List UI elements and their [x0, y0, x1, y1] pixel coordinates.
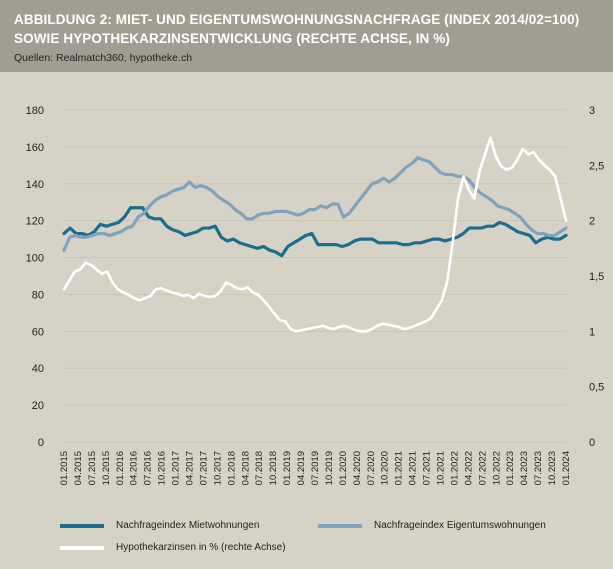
x-tick-label-5: 04.2016 — [129, 451, 140, 485]
x-tick-label-35: 10.2023 — [547, 451, 558, 485]
series-line-0 — [62, 206, 568, 258]
x-tick-label-4: 01.2016 — [115, 451, 126, 485]
x-tick-label-8: 01.2017 — [171, 451, 182, 485]
x-tick-label-17: 04.2019 — [296, 451, 307, 485]
x-tick-label-26: 07.2021 — [422, 451, 433, 485]
y2-tick-label-1: 0,5 — [589, 382, 604, 394]
y-tick-label-3: 60 — [32, 326, 44, 338]
series-line-1 — [62, 156, 568, 252]
y-tick-label-4: 80 — [32, 289, 44, 301]
chart-title: ABBILDUNG 2: MIET- UND EIGENTUMSWOHNUNGS… — [14, 12, 580, 46]
x-tick-label-32: 01.2023 — [505, 451, 516, 485]
x-tick-label-0: 01.2015 — [59, 451, 70, 485]
x-tick-label-29: 04.2022 — [463, 451, 474, 485]
y-tick-label-9: 180 — [26, 105, 44, 117]
x-tick-label-23: 10.2020 — [380, 451, 391, 485]
y2-tick-label-0: 0 — [589, 437, 595, 449]
x-tick-label-33: 04.2023 — [519, 451, 530, 485]
x-tick-label-9: 04.2017 — [185, 451, 196, 485]
series-line-2 — [62, 136, 568, 333]
x-tick-label-31: 10.2022 — [491, 451, 502, 485]
x-tick-label-34: 07.2023 — [533, 451, 544, 485]
y2-tick-label-2: 1 — [589, 326, 595, 338]
x-tick-label-1: 04.2015 — [73, 451, 84, 485]
x-tick-label-7: 10.2016 — [157, 451, 168, 485]
x-tick-label-6: 07.2016 — [143, 451, 154, 485]
y-tick-label-2: 40 — [32, 363, 44, 375]
y-tick-label-7: 140 — [26, 179, 44, 191]
y-tick-label-6: 120 — [26, 216, 44, 228]
x-tick-label-20: 01.2020 — [338, 451, 349, 485]
y-tick-label-8: 160 — [26, 142, 44, 154]
x-tick-label-10: 07.2017 — [198, 451, 209, 485]
x-tick-label-25: 04.2021 — [408, 451, 419, 485]
x-tick-label-15: 10.2018 — [268, 451, 279, 485]
y2-tick-label-6: 3 — [589, 105, 595, 117]
x-tick-label-16: 01.2019 — [282, 451, 293, 485]
x-tick-label-18: 07.2019 — [310, 451, 321, 485]
x-tick-label-24: 01.2021 — [394, 451, 405, 485]
x-tick-label-11: 10.2017 — [212, 451, 223, 485]
x-tick-label-13: 04.2018 — [240, 451, 251, 485]
chart-source: Quellen: Realmatch360, hypotheke.ch — [14, 52, 193, 64]
x-tick-label-36: 01.2024 — [561, 451, 572, 485]
x-tick-label-19: 10.2019 — [324, 451, 335, 485]
x-tick-label-12: 01.2018 — [226, 451, 237, 485]
y2-tick-label-5: 2,5 — [589, 160, 604, 172]
x-tick-label-3: 10.2015 — [101, 451, 112, 485]
y-tick-label-0: 0 — [38, 437, 44, 449]
x-tick-label-21: 04.2020 — [352, 451, 363, 485]
x-tick-label-28: 01.2022 — [449, 451, 460, 485]
chart-header: ABBILDUNG 2: MIET- UND EIGENTUMSWOHNUNGS… — [0, 0, 613, 72]
x-tick-label-22: 07.2020 — [366, 451, 377, 485]
x-tick-label-2: 07.2015 — [87, 451, 98, 485]
y-tick-label-1: 20 — [32, 400, 44, 412]
y2-tick-label-3: 1,5 — [589, 271, 604, 283]
x-tick-label-27: 10.2021 — [436, 451, 447, 485]
x-tick-label-14: 07.2018 — [254, 451, 265, 485]
y-tick-label-5: 100 — [26, 253, 44, 265]
x-tick-label-30: 07.2022 — [477, 451, 488, 485]
y2-tick-label-4: 2 — [589, 216, 595, 228]
